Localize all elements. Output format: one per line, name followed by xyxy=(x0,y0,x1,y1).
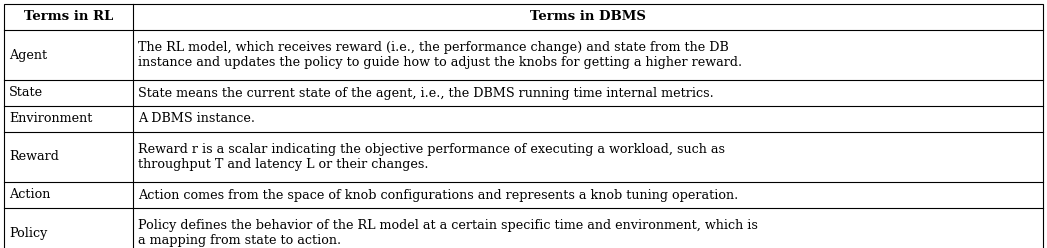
Text: State: State xyxy=(9,87,43,99)
Text: Terms in DBMS: Terms in DBMS xyxy=(530,10,646,24)
Text: State means the current state of the agent, i.e., the DBMS running time internal: State means the current state of the age… xyxy=(138,87,714,99)
Text: throughput T and latency L or their changes.: throughput T and latency L or their chan… xyxy=(138,158,428,171)
Text: Agent: Agent xyxy=(9,49,47,62)
Text: Environment: Environment xyxy=(9,113,92,125)
Text: Policy defines the behavior of the RL model at a certain specific time and envir: Policy defines the behavior of the RL mo… xyxy=(138,219,758,232)
Text: a mapping from state to action.: a mapping from state to action. xyxy=(138,234,341,247)
Text: A DBMS instance.: A DBMS instance. xyxy=(138,113,254,125)
Text: Action: Action xyxy=(9,188,50,201)
Text: instance and updates the policy to guide how to adjust the knobs for getting a h: instance and updates the policy to guide… xyxy=(138,56,742,69)
Text: Policy: Policy xyxy=(9,226,47,240)
Text: Terms in RL: Terms in RL xyxy=(24,10,113,24)
Text: Action comes from the space of knob configurations and represents a knob tuning : Action comes from the space of knob conf… xyxy=(138,188,738,201)
Text: Reward: Reward xyxy=(9,151,59,163)
Text: The RL model, which receives reward (i.e., the performance change) and state fro: The RL model, which receives reward (i.e… xyxy=(138,41,729,54)
Text: Reward r is a scalar indicating the objective performance of executing a workloa: Reward r is a scalar indicating the obje… xyxy=(138,143,725,156)
